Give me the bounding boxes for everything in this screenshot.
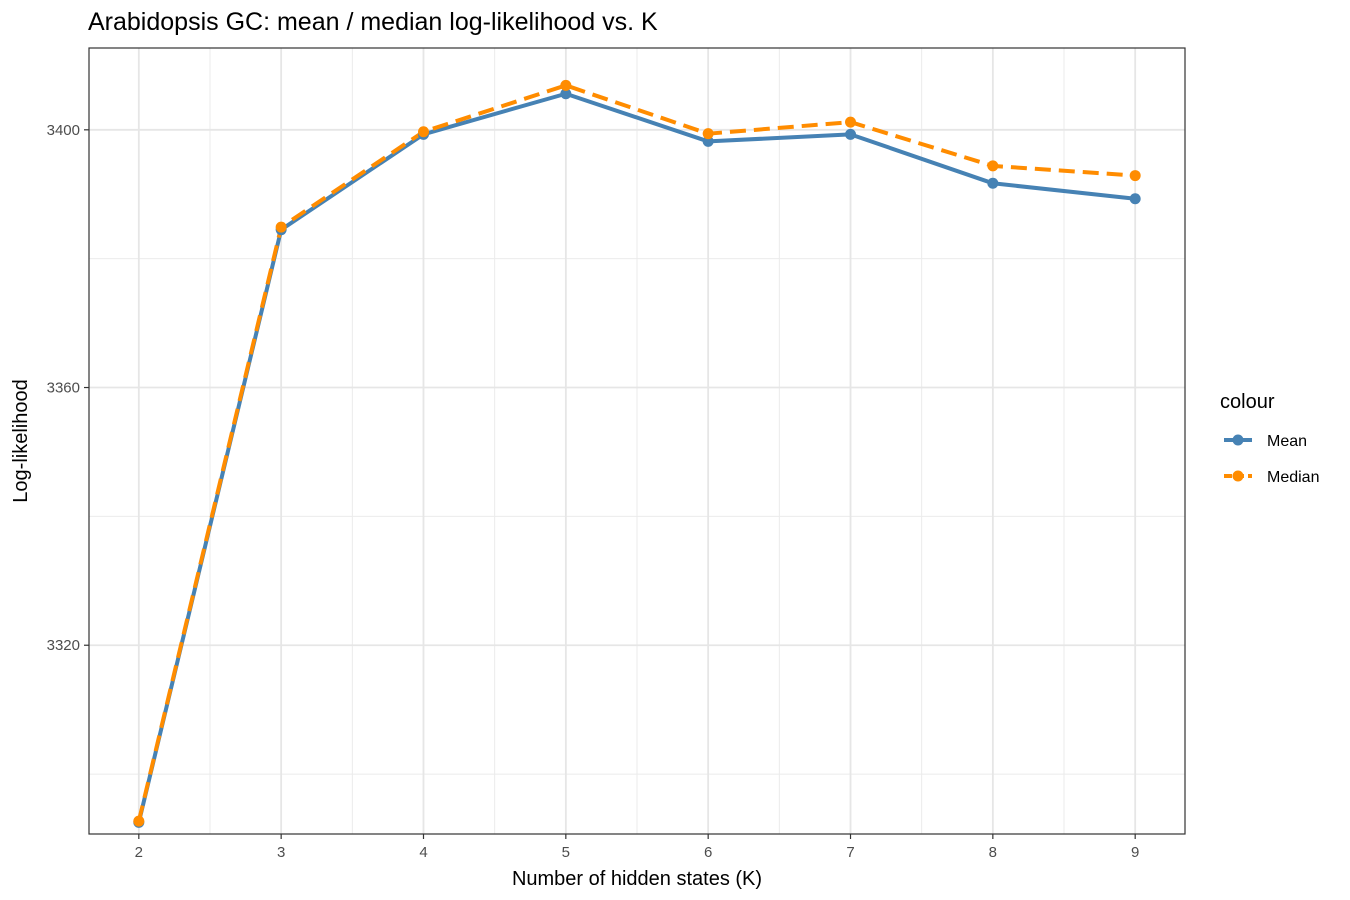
y-axis-title: Log-likelihood bbox=[10, 379, 32, 502]
x-tick-label: 9 bbox=[1131, 844, 1139, 861]
legend-key-point-0 bbox=[1232, 434, 1244, 446]
x-tick-label: 8 bbox=[989, 844, 997, 861]
data-point-0-5 bbox=[845, 128, 857, 140]
data-point-0-3 bbox=[560, 88, 572, 100]
x-tick-label: 3 bbox=[277, 844, 285, 861]
plot-border bbox=[88, 47, 1186, 835]
x-tick-label: 5 bbox=[562, 844, 570, 861]
data-point-1-4 bbox=[702, 128, 714, 140]
x-tick-label: 6 bbox=[704, 844, 712, 861]
plot-area: 2 3 4 5 6 7 8 9 3320 3360 3400 bbox=[47, 47, 1186, 861]
data-point-0-6 bbox=[987, 177, 999, 189]
data-point-1-3 bbox=[560, 79, 572, 91]
series-line-1 bbox=[136, 83, 1136, 822]
legend-label-0: Mean bbox=[1267, 433, 1307, 450]
y-tick-label: 3400 bbox=[47, 122, 80, 139]
x-tick-label: 7 bbox=[846, 844, 854, 861]
data-point-0-7 bbox=[1129, 193, 1141, 205]
data-point-1-0 bbox=[133, 815, 145, 827]
x-tick-label: 4 bbox=[419, 844, 427, 861]
y-tick-label: 3320 bbox=[47, 637, 80, 654]
legend: colour Mean Median bbox=[1220, 391, 1319, 486]
y-tick-label: 3360 bbox=[47, 380, 80, 397]
chart-title: Arabidopsis GC: mean / median log-likeli… bbox=[88, 8, 658, 36]
x-axis-title: Number of hidden states (K) bbox=[512, 868, 762, 890]
legend-title: colour bbox=[1220, 391, 1275, 413]
series-line-0 bbox=[136, 91, 1136, 823]
data-point-0-4 bbox=[702, 135, 714, 147]
legend-key-point-1 bbox=[1232, 470, 1244, 482]
legend-label-1: Median bbox=[1267, 469, 1319, 486]
data-point-1-7 bbox=[1129, 170, 1141, 182]
data-point-1-1 bbox=[275, 221, 287, 233]
data-point-1-5 bbox=[845, 116, 857, 128]
x-tick-label: 2 bbox=[135, 844, 143, 861]
data-point-1-2 bbox=[417, 126, 429, 138]
data-point-1-6 bbox=[987, 160, 999, 172]
